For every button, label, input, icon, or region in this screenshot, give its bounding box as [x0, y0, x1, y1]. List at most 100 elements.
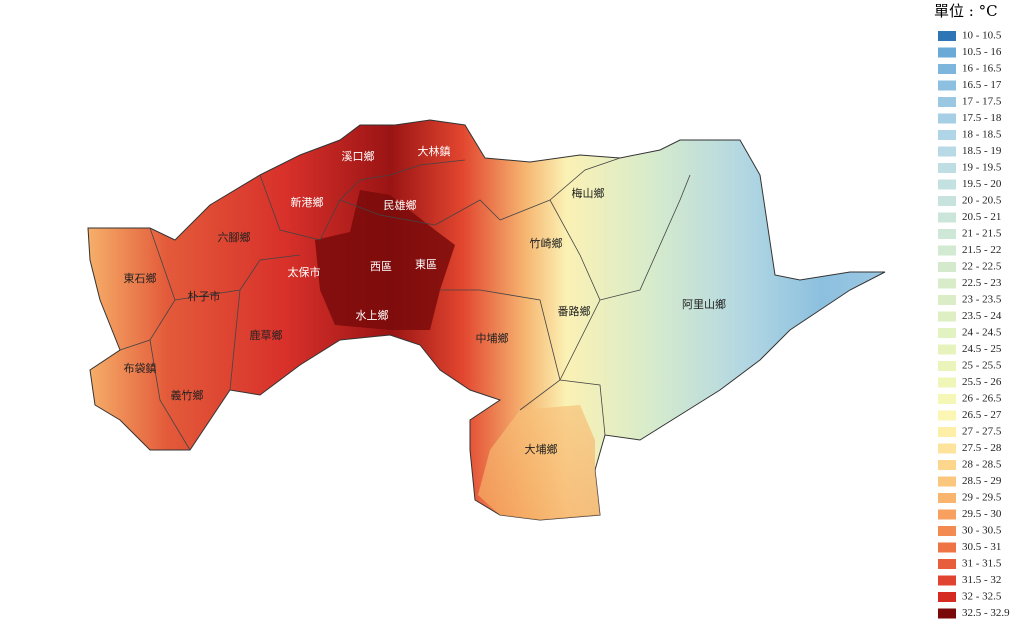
legend-swatch: [938, 212, 956, 223]
township-label: 六腳鄉: [218, 231, 251, 244]
legend-label: 28 - 28.5: [962, 459, 1002, 471]
legend-label: 27.5 - 28: [962, 442, 1002, 454]
legend-label: 19 - 19.5: [962, 162, 1002, 174]
legend-label: 30 - 30.5: [962, 525, 1002, 537]
legend-swatch: [938, 575, 956, 586]
legend-swatch: [938, 592, 956, 602]
legend-label: 32.5 - 32.9: [962, 607, 1010, 619]
legend-label: 28.5 - 29: [962, 475, 1002, 487]
legend-swatch: [938, 460, 956, 470]
township-label: 布袋鎮: [124, 361, 157, 375]
township-label: 東區: [415, 258, 437, 271]
legend-label: 29.5 - 30: [962, 508, 1002, 520]
township-label: 番路鄉: [558, 305, 591, 318]
legend-swatch: [938, 344, 956, 355]
legend-label: 18.5 - 19: [962, 145, 1002, 157]
legend-swatch: [938, 443, 956, 454]
legend-label: 27 - 27.5: [962, 426, 1002, 438]
legend-label: 17.5 - 18: [962, 112, 1002, 124]
legend-swatch: [938, 608, 956, 619]
legend-label: 29 - 29.5: [962, 492, 1002, 504]
township-label: 東石鄉: [124, 272, 157, 285]
legend-label: 17 - 17.5: [962, 96, 1002, 108]
legend-label: 21 - 21.5: [962, 228, 1002, 240]
legend-label: 16 - 16.5: [962, 63, 1002, 75]
legend-label: 18 - 18.5: [962, 129, 1002, 141]
legend-swatch: [938, 410, 956, 421]
legend-label: 20 - 20.5: [962, 195, 1002, 207]
legend-swatch: [938, 328, 956, 338]
legend-label: 25.5 - 26: [962, 376, 1002, 388]
township-label: 溪口鄉: [342, 150, 375, 163]
legend-swatch: [938, 146, 956, 157]
township-label: 新港鄉: [291, 195, 324, 209]
legend-swatch: [938, 278, 956, 289]
legend-swatch: [938, 295, 956, 305]
legend-swatch: [938, 113, 956, 124]
township-label: 大林鎮: [418, 144, 451, 158]
legend-swatch: [938, 229, 956, 239]
township-label: 阿里山鄉: [682, 298, 726, 311]
legend-label: 26 - 26.5: [962, 393, 1002, 405]
legend-label: 24 - 24.5: [962, 327, 1002, 339]
legend-label: 10 - 10.5: [962, 30, 1002, 42]
township-label: 梅山鄉: [572, 186, 605, 200]
township-label: 太保市: [288, 265, 321, 279]
legend-swatch: [938, 179, 956, 190]
central-hot-area: [315, 190, 455, 330]
legend-swatch: [938, 47, 956, 58]
legend-label: 23.5 - 24: [962, 310, 1002, 322]
legend-label: 16.5 - 17: [962, 79, 1002, 91]
township-label: 中埔鄉: [476, 332, 509, 345]
legend-swatch: [938, 163, 956, 173]
legend-swatch: [938, 526, 956, 536]
legend-label: 22 - 22.5: [962, 261, 1002, 273]
township-label: 水上鄉: [356, 309, 389, 322]
legend-swatch: [938, 245, 956, 256]
legend-swatch: [938, 542, 956, 553]
legend: 單位 : °C 10 - 10.5 10.5 - 16 16 - 16.5 16.5 …: [934, 2, 1010, 619]
legend-label: 32 - 32.5: [962, 591, 1002, 603]
legend-swatch: [938, 559, 956, 569]
legend-label: 19.5 - 20: [962, 178, 1002, 190]
legend-swatch: [938, 509, 956, 520]
legend-label: 31 - 31.5: [962, 558, 1002, 570]
township-label: 鹿草鄉: [250, 328, 283, 342]
legend-swatch: [938, 476, 956, 487]
legend-swatch: [938, 311, 956, 322]
legend-swatch: [938, 361, 956, 371]
legend-swatch: [938, 493, 956, 503]
legend-swatch: [938, 377, 956, 388]
township-label: 民雄鄉: [384, 198, 417, 212]
legend-label: 30.5 - 31: [962, 541, 1001, 553]
legend-swatch: [938, 31, 956, 41]
legend-label: 26.5 - 27: [962, 409, 1002, 421]
legend-swatch: [938, 80, 956, 91]
legend-swatch: [938, 64, 956, 74]
south-area: [478, 405, 600, 520]
legend-label: 31.5 - 32: [962, 574, 1001, 586]
legend-swatch: [938, 97, 956, 107]
legend-label: 10.5 - 16: [962, 46, 1002, 58]
township-label: 竹崎鄉: [530, 236, 563, 250]
legend-title: 單位 : °C: [934, 2, 998, 20]
legend-swatch: [938, 262, 956, 272]
township-label: 西區: [370, 260, 392, 273]
township-label: 義竹鄉: [171, 388, 204, 402]
township-borders: [119, 157, 691, 451]
legend-label: 20.5 - 21: [962, 211, 1001, 223]
legend-label: 21.5 - 22: [962, 244, 1001, 256]
township-label: 大埔鄉: [525, 442, 558, 456]
legend-label: 24.5 - 25: [962, 343, 1002, 355]
legend-label: 25 - 25.5: [962, 360, 1002, 372]
county-area: [87, 119, 886, 521]
legend-swatch: [938, 130, 956, 140]
township-label: 朴子市: [188, 289, 221, 303]
legend-label: 22.5 - 23: [962, 277, 1002, 289]
legend-swatch: [938, 427, 956, 437]
legend-swatch: [938, 394, 956, 404]
legend-swatch: [938, 196, 956, 206]
legend-label: 23 - 23.5: [962, 294, 1002, 306]
